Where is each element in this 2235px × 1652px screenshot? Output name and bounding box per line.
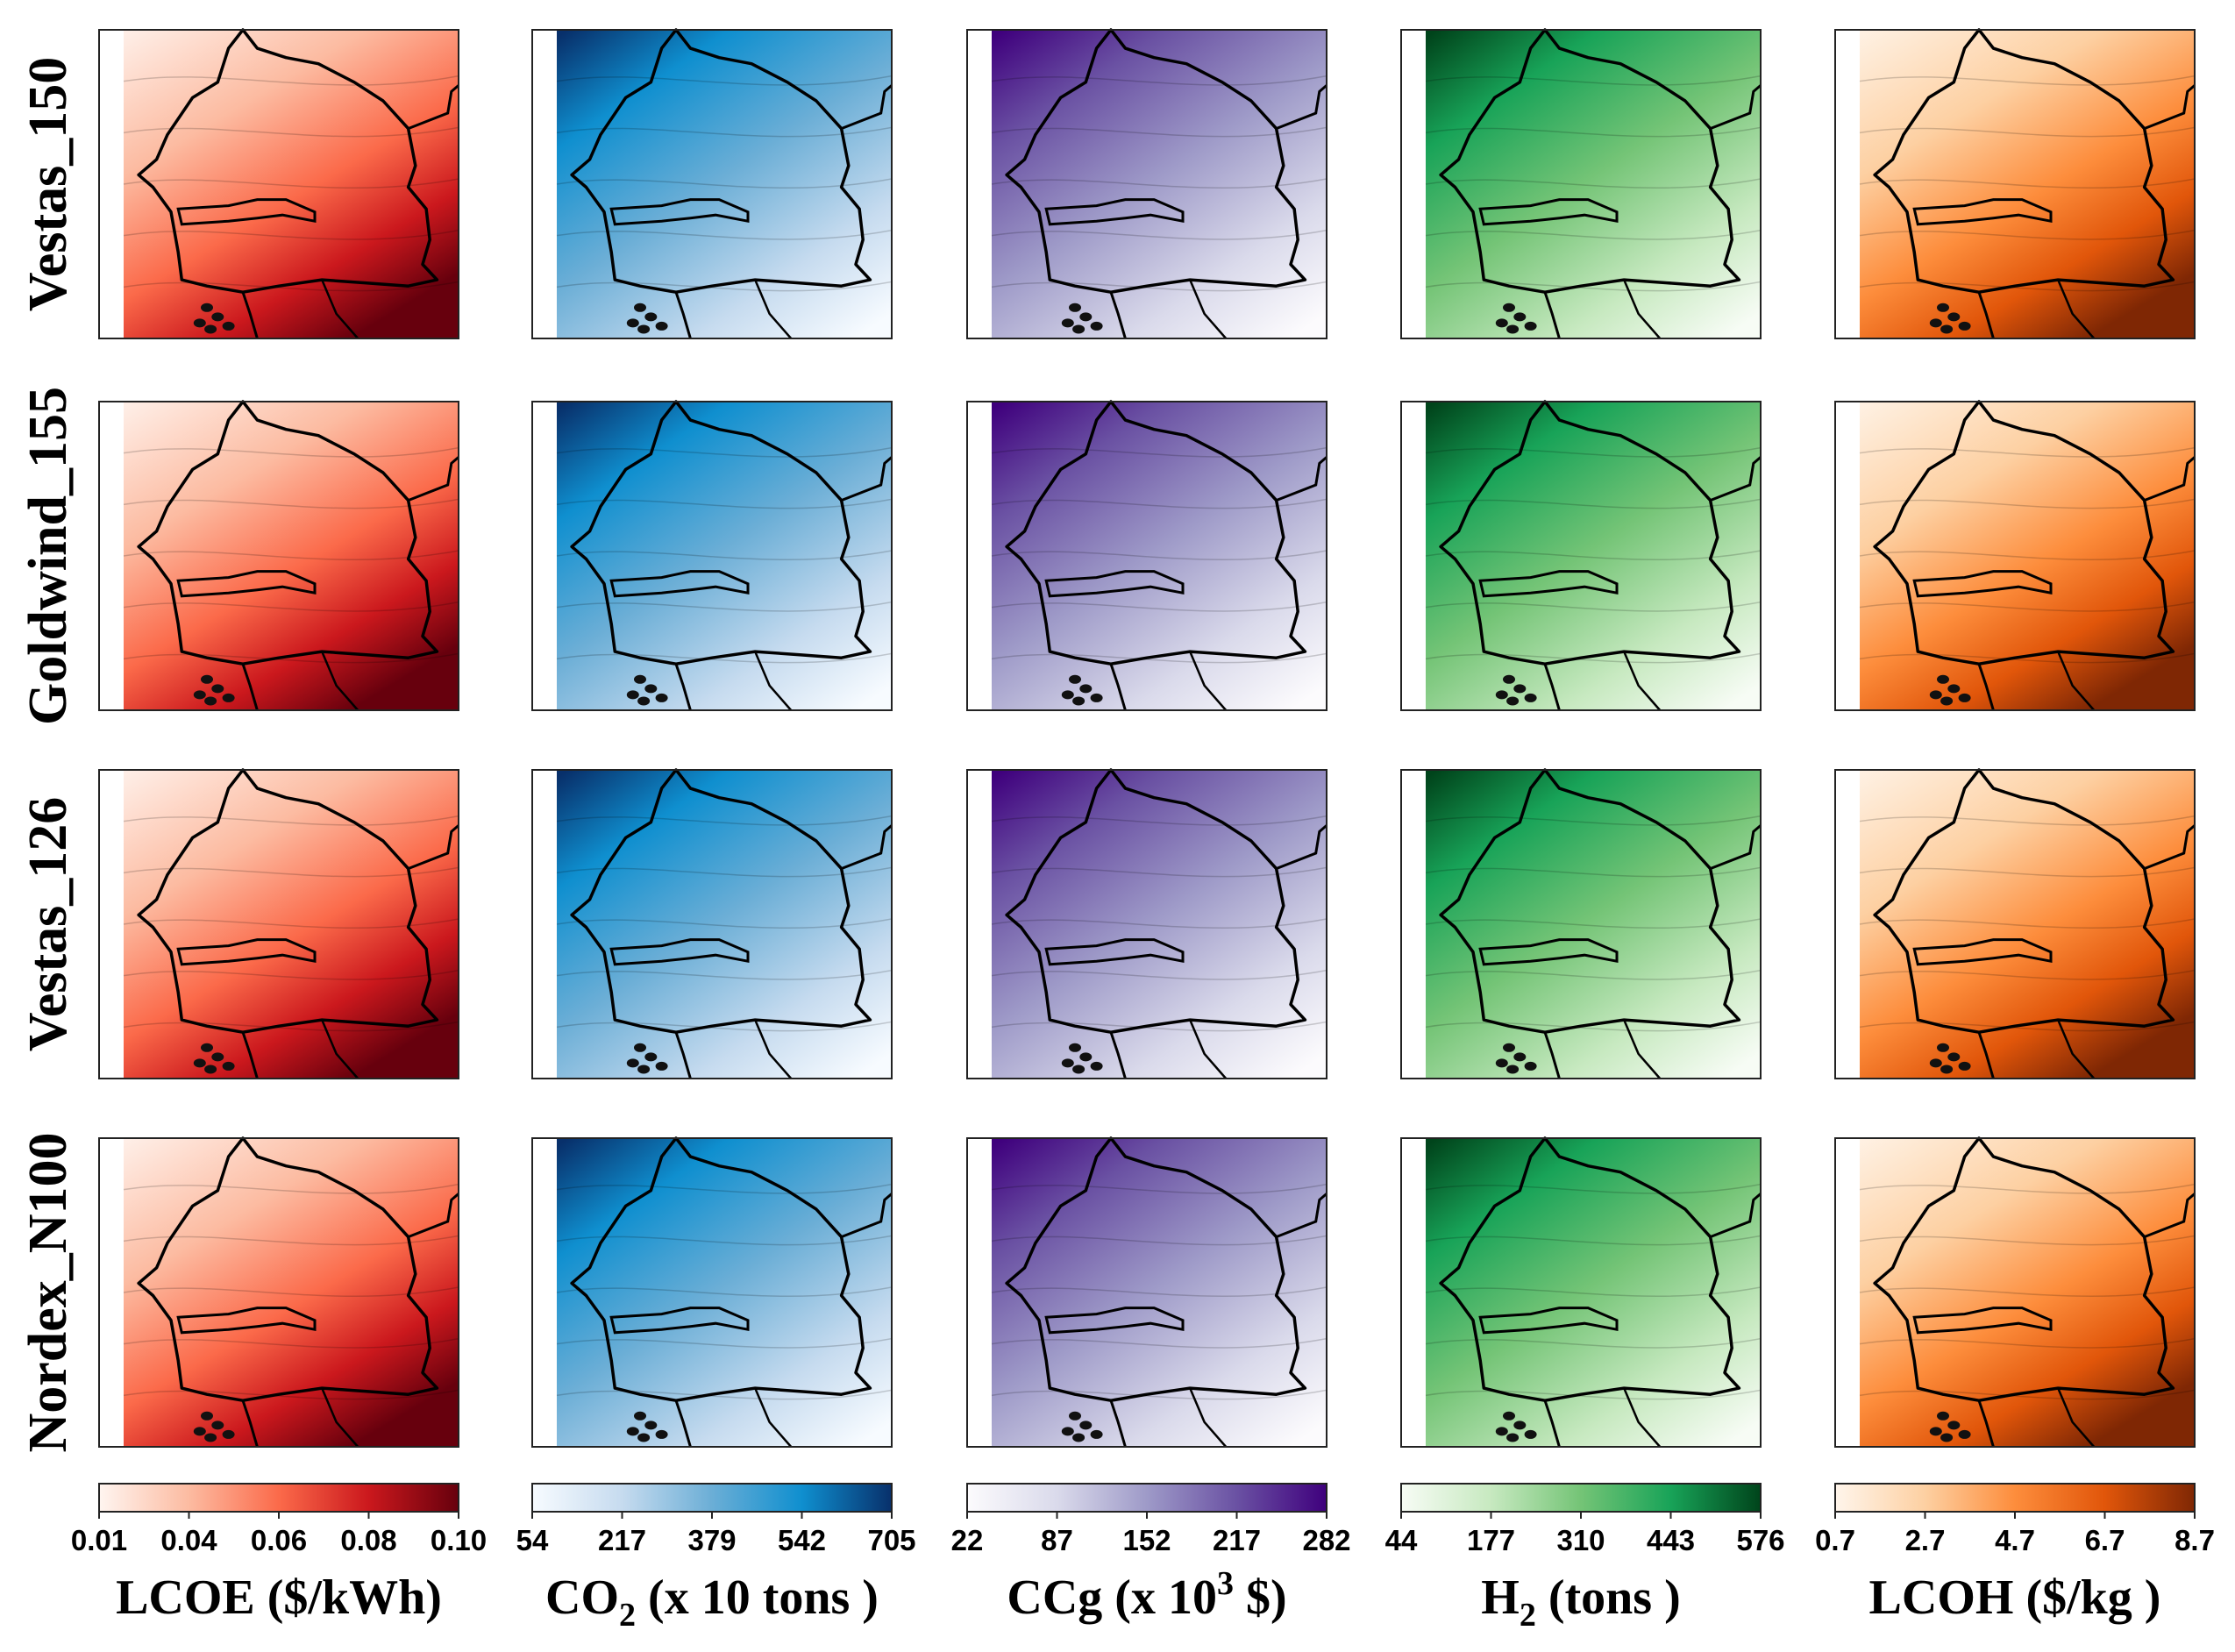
colorbar-tick-label: 379 [687, 1524, 736, 1556]
map-panel-goldwind_155-co2 [531, 400, 893, 711]
colorbar-tick-label: 44 [1385, 1524, 1418, 1556]
country-border [1439, 1136, 1741, 1402]
column-label-co2: CO2 (x 10 tons ) [545, 1570, 879, 1634]
column-label-lcoh: LCOH ($/kg ) [1869, 1570, 2161, 1625]
colorbar-tick-label: 6.7 [2085, 1524, 2125, 1556]
colorbar-tick-label: 54 [516, 1524, 549, 1556]
row-label-vestas_126: Vestas_126 [18, 797, 78, 1052]
country-border [1873, 768, 2175, 1034]
colorbar-tick-label: 2.7 [1905, 1524, 1946, 1556]
country-border [570, 768, 872, 1034]
column-label-h2: H2 (tons ) [1481, 1570, 1680, 1634]
map-panel-vestas_150-lcoe [98, 28, 459, 339]
colorbar-tick-label: 0.10 [431, 1524, 487, 1556]
map-panel-nordex_n100-h2 [1400, 1136, 1762, 1448]
colorbar-tick-label: 217 [1213, 1524, 1261, 1556]
colorbar-tick-label: 0.08 [340, 1524, 396, 1556]
row-label-nordex_n100: Nordex_N100 [18, 1132, 78, 1452]
colorbar-tick-label: 443 [1647, 1524, 1695, 1556]
map-panel-vestas_126-lcoh [1834, 768, 2196, 1079]
map-panel-vestas_126-h2 [1400, 768, 1762, 1079]
colorbar-tick-label: 177 [1467, 1524, 1515, 1556]
map-panel-vestas_126-lcoe [98, 768, 459, 1079]
colorbar-tick-label: 152 [1122, 1524, 1171, 1556]
map-panel-goldwind_155-lcoh [1834, 400, 2196, 711]
colorbar-tick-label: 4.7 [1995, 1524, 2035, 1556]
country-border [1873, 400, 2175, 666]
row-label-vestas_150: Vestas_150 [18, 57, 78, 312]
colorbar-h2: 44 177 310 443 576 [1385, 1483, 1785, 1556]
map-panel-vestas_150-ccg [966, 28, 1327, 339]
map-panel-goldwind_155-ccg [966, 400, 1327, 711]
country-border [1873, 28, 2175, 294]
country-border [137, 1136, 439, 1402]
colorbar-tick-label: 87 [1041, 1524, 1073, 1556]
colorbar-tick-label: 0.7 [1815, 1524, 1855, 1556]
map-panel-vestas_150-lcoh [1834, 28, 2196, 339]
map-panel-goldwind_155-h2 [1400, 400, 1762, 711]
colorbar-tick-label: 217 [598, 1524, 646, 1556]
country-border [1005, 768, 1307, 1034]
country-border [1439, 400, 1741, 666]
map-panel-nordex_n100-lcoe [98, 1136, 459, 1448]
map-panel-goldwind_155-lcoe [98, 400, 459, 711]
colorbar-tick-label: 22 [951, 1524, 984, 1556]
colorbar-tick-label: 8.7 [2174, 1524, 2215, 1556]
map-panel-nordex_n100-co2 [531, 1136, 893, 1448]
country-border [1005, 400, 1307, 666]
country-border [1439, 768, 1741, 1034]
map-panel-vestas_150-h2 [1400, 28, 1762, 339]
map-panel-nordex_n100-lcoh [1834, 1136, 2196, 1448]
country-border [1005, 1136, 1307, 1402]
country-border [1439, 28, 1741, 294]
country-border [570, 400, 872, 666]
map-panel-vestas_126-co2 [531, 768, 893, 1079]
colorbar-tick-label: 0.01 [71, 1524, 127, 1556]
colorbar-tick-label: 705 [867, 1524, 915, 1556]
colorbar-tick-label: 542 [778, 1524, 826, 1556]
colorbar-tick-label: 282 [1302, 1524, 1350, 1556]
country-border [570, 1136, 872, 1402]
colorbar-tick-label: 0.04 [160, 1524, 217, 1556]
colorbar-tick-label: 310 [1556, 1524, 1605, 1556]
colorbar-lcoh: 0.7 2.7 4.7 6.7 8.7 [1815, 1483, 2215, 1556]
country-border [137, 28, 439, 294]
colorbar-ccg: 22 87 152 217 282 [951, 1483, 1351, 1556]
country-border [1005, 28, 1307, 294]
colorbar-tick-label: 576 [1736, 1524, 1784, 1556]
column-label-ccg: CCg (x 103 $) [1007, 1565, 1286, 1625]
column-label-lcoe: LCOE ($/kWh) [116, 1570, 442, 1625]
row-label-goldwind_155: Goldwind_155 [18, 387, 78, 725]
country-border [1873, 1136, 2175, 1402]
map-panel-nordex_n100-ccg [966, 1136, 1327, 1448]
country-border [137, 768, 439, 1034]
map-panel-vestas_150-co2 [531, 28, 893, 339]
colorbar-lcoe: 0.01 0.04 0.06 0.08 0.10 [71, 1483, 487, 1556]
country-border [137, 400, 439, 666]
colorbar-co2: 54 217 379 542 705 [516, 1483, 916, 1556]
map-panel-vestas_126-ccg [966, 768, 1327, 1079]
country-border [570, 28, 872, 294]
colorbar-tick-label: 0.06 [251, 1524, 307, 1556]
